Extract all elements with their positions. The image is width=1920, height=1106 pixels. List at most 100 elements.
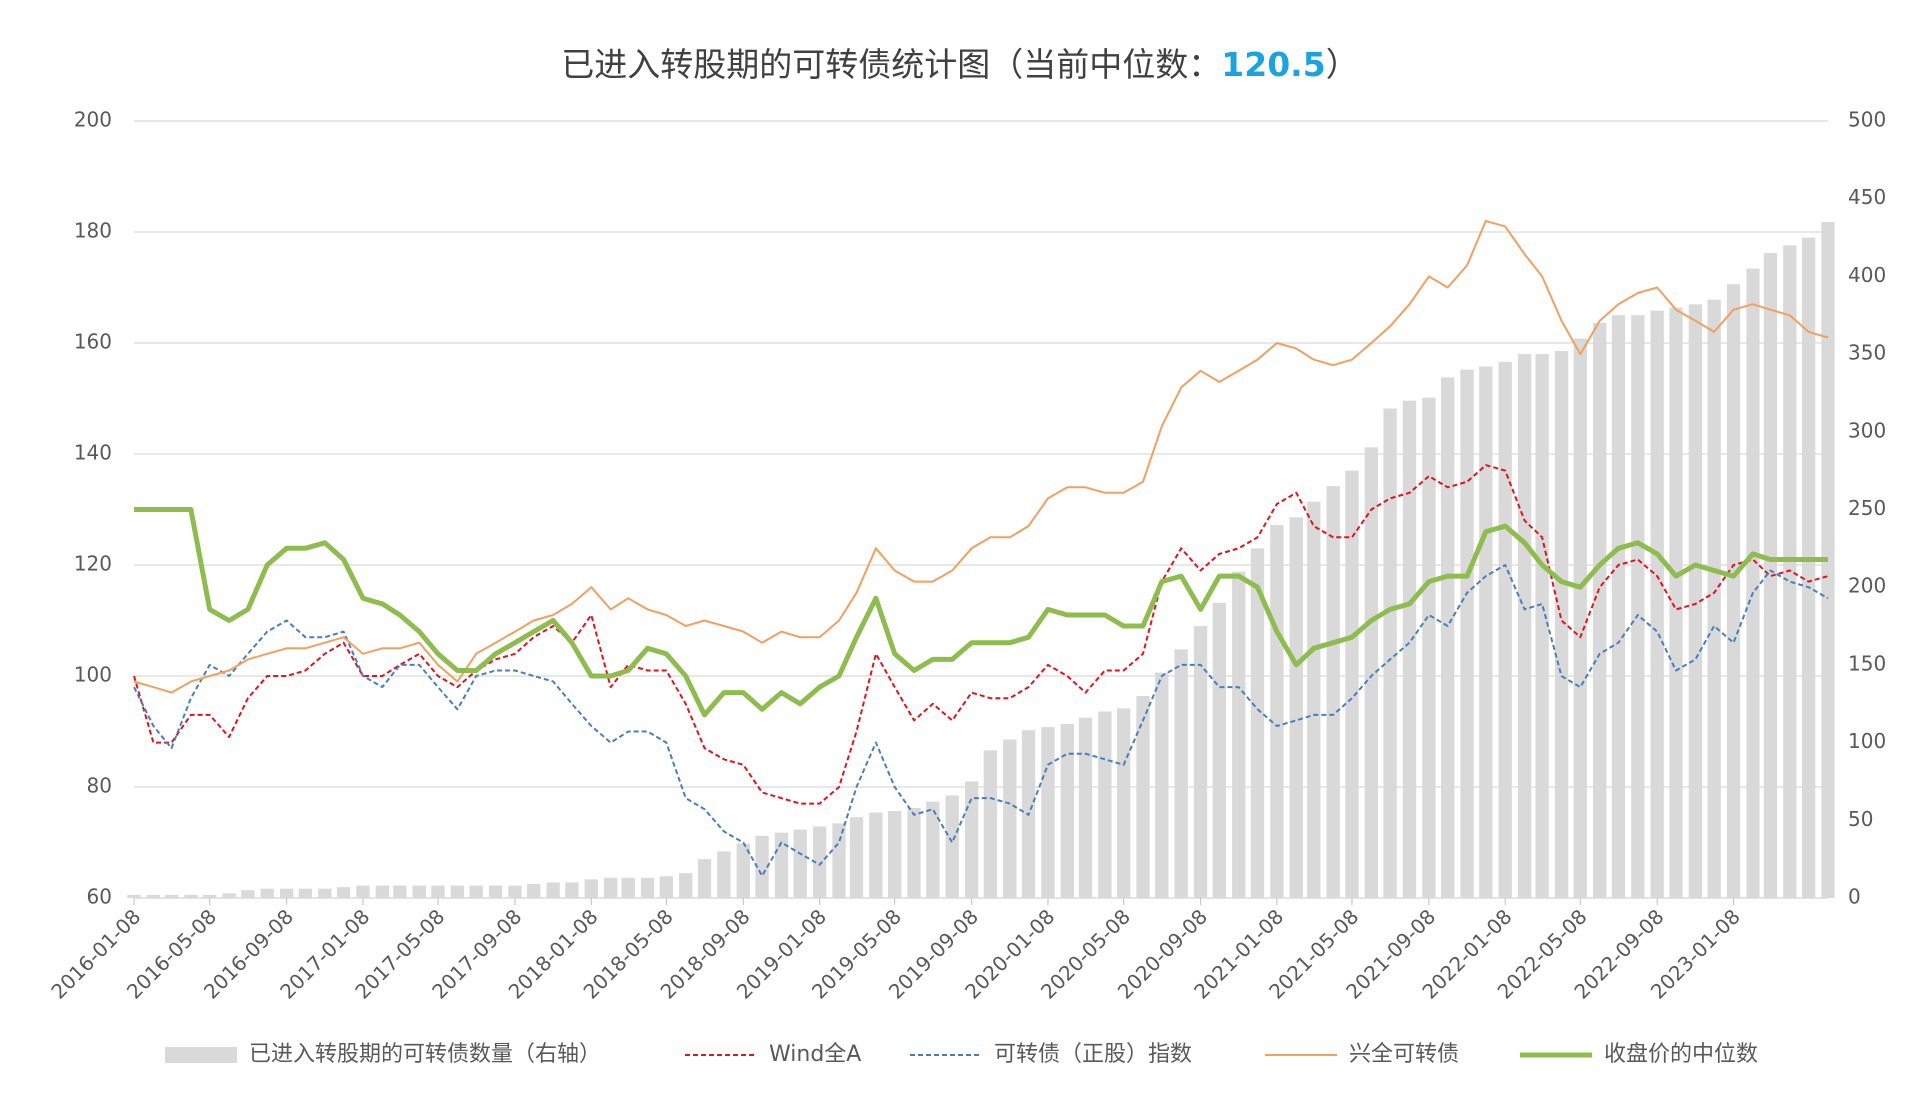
bar	[565, 882, 579, 898]
bar	[926, 801, 940, 898]
bar	[736, 843, 750, 898]
bar	[1270, 525, 1284, 898]
bar	[260, 888, 274, 898]
bar	[1517, 354, 1532, 899]
bar	[336, 887, 351, 898]
bar	[527, 884, 541, 898]
title-end: ）	[1326, 45, 1359, 84]
bar	[222, 893, 236, 898]
bar	[621, 877, 635, 898]
bar	[1498, 361, 1512, 898]
bar	[604, 877, 618, 898]
legend-label: 收盘价的中位数	[1604, 1042, 1758, 1067]
bar	[964, 781, 979, 898]
bar	[679, 873, 693, 898]
bar	[1060, 723, 1074, 898]
bar	[1669, 307, 1683, 899]
bar	[431, 885, 445, 898]
line	[134, 507, 1828, 718]
y2-tick-label: 0	[1848, 885, 1861, 909]
y-tick-label: 160	[74, 330, 112, 354]
bar	[1136, 695, 1150, 898]
bar	[1307, 501, 1321, 898]
bar	[318, 888, 332, 898]
bar	[1479, 366, 1493, 899]
y2-tick-label: 100	[1848, 729, 1886, 753]
bar	[1041, 727, 1055, 898]
y2-tick-label: 150	[1848, 651, 1886, 675]
bar	[1441, 377, 1455, 898]
bar	[298, 888, 313, 898]
bar	[488, 885, 503, 898]
bar	[1174, 649, 1188, 898]
legend-label: 兴全可转债	[1349, 1042, 1459, 1067]
bar	[146, 894, 161, 898]
bar	[1289, 517, 1303, 898]
y2-tick-label: 250	[1848, 496, 1886, 520]
title-value: 120.5	[1221, 45, 1325, 84]
bar	[1573, 338, 1587, 898]
y-tick-label: 180	[74, 219, 112, 243]
bar	[1003, 739, 1017, 898]
bar	[849, 817, 864, 898]
line	[133, 564, 1829, 877]
bar	[1650, 310, 1664, 898]
bar	[164, 894, 179, 898]
bar	[1345, 470, 1359, 898]
bar	[1726, 284, 1741, 898]
y-tick-label: 60	[87, 885, 112, 909]
y-tick-label: 100	[74, 663, 112, 687]
y2-tick-label: 500	[1848, 108, 1886, 132]
bar	[127, 894, 141, 898]
y2-tick-label: 350	[1848, 341, 1886, 365]
bar	[546, 882, 560, 898]
bar	[793, 829, 807, 898]
bar	[1593, 323, 1607, 898]
bar	[450, 885, 465, 898]
bar	[203, 894, 217, 898]
y2-tick-label: 400	[1848, 263, 1886, 287]
bar	[1688, 304, 1703, 898]
bar	[1763, 253, 1778, 899]
bar	[1078, 717, 1093, 898]
bar	[869, 812, 883, 898]
bar	[1801, 237, 1816, 899]
legend-label: 已进入转股期的可转债数量（右轴）	[249, 1042, 601, 1067]
bar	[1535, 354, 1549, 899]
y2-tick-label: 200	[1848, 574, 1886, 598]
bar	[1383, 408, 1397, 898]
bar	[983, 750, 998, 898]
bar	[774, 832, 789, 898]
y-tick-label: 120	[74, 552, 112, 576]
bar	[1250, 548, 1265, 898]
bar	[697, 859, 712, 898]
bar	[888, 810, 902, 898]
y2-tick-label: 50	[1848, 807, 1873, 831]
y-tick-label: 200	[74, 108, 112, 132]
y-tick-label: 80	[87, 774, 112, 798]
bar	[1155, 672, 1169, 898]
line	[133, 464, 1829, 805]
bar	[375, 885, 390, 898]
bar	[659, 876, 674, 898]
bar	[1326, 486, 1340, 898]
bar	[1707, 299, 1721, 899]
legend-swatch	[165, 1047, 237, 1063]
bar	[755, 835, 769, 898]
y-tick-label: 140	[74, 441, 112, 465]
bar	[812, 826, 827, 898]
bar	[1402, 400, 1417, 898]
bar	[412, 885, 426, 898]
y2-tick-label: 300	[1848, 418, 1886, 442]
bar	[907, 807, 921, 898]
bar	[1193, 626, 1208, 898]
bar	[1212, 602, 1226, 898]
bar	[1098, 711, 1112, 898]
title-text: 已进入转股期的可转债统计图（当前中位数：	[561, 45, 1221, 84]
bar	[1554, 350, 1569, 898]
y2-tick-label: 450	[1848, 185, 1886, 209]
bar	[241, 890, 255, 898]
bar	[640, 877, 655, 898]
bar	[1460, 369, 1474, 898]
legend-label: 可转债（正股）指数	[994, 1042, 1192, 1067]
